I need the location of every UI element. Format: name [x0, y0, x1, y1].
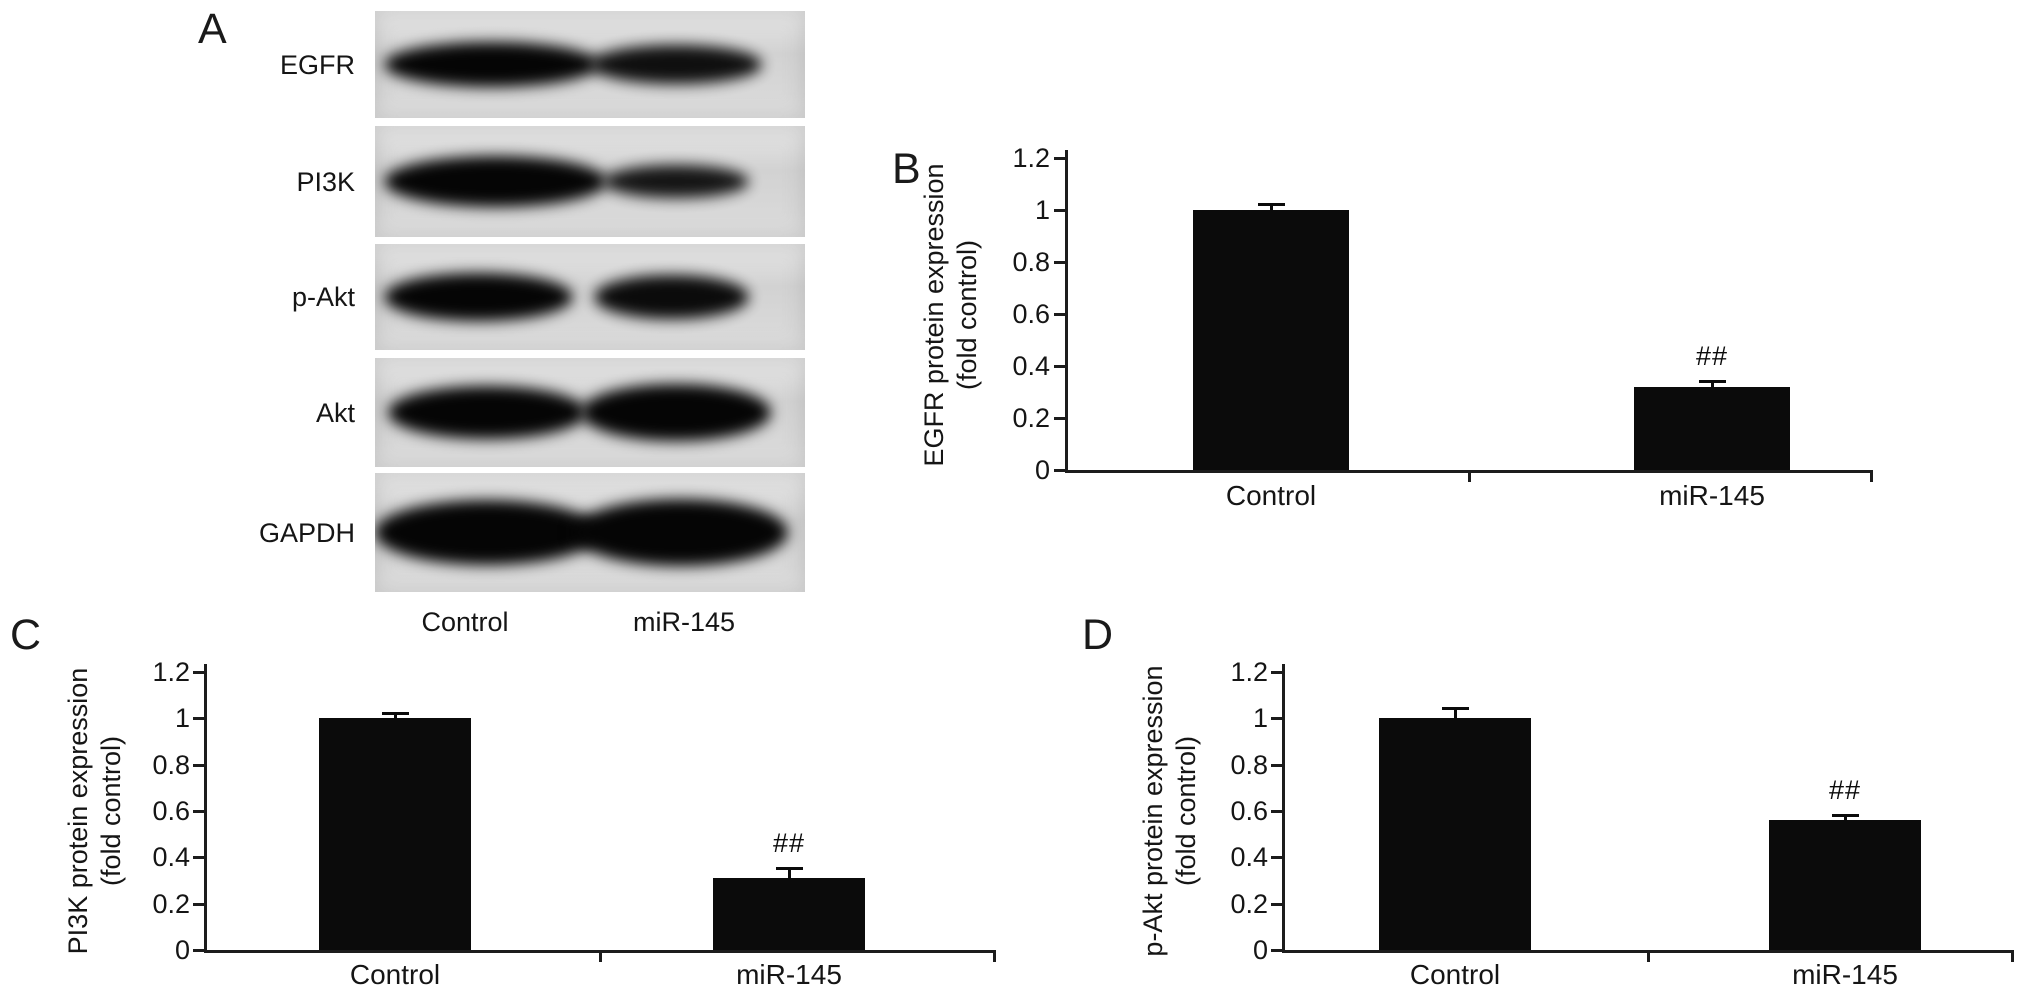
blot-strip-egfr — [375, 11, 805, 118]
blot-band-mir-145 — [594, 274, 750, 320]
chart-d-y-axis-title: p-Akt protein expression (fold control) — [1137, 665, 1203, 956]
panel-a-label: A — [198, 5, 227, 53]
blot-band-mir-145 — [581, 384, 771, 441]
blot-protein-label-p-akt: p-Akt — [291, 282, 355, 312]
blot-protein-label-akt: Akt — [315, 397, 355, 428]
blot-band-control — [383, 155, 608, 208]
panel-b-label: B — [892, 145, 921, 193]
panel-d-label: D — [1082, 611, 1114, 659]
y-axis-title-line-1: PI3K protein expression — [63, 667, 93, 955]
blot-protein-label-egfr: EGFR — [279, 49, 355, 80]
blot-band-control — [383, 272, 573, 322]
lane-label-mir-145: miR-145 — [632, 607, 736, 637]
blot-band-mir-145 — [572, 499, 788, 566]
blot-protein-label-gapdh: GAPDH — [258, 517, 355, 548]
y-axis-title-line-2: (fold control) — [952, 239, 982, 391]
blot-protein-label-pi3k: PI3K — [296, 166, 355, 197]
blot-band-mir-145 — [602, 164, 750, 199]
lane-label-control: Control — [421, 607, 509, 637]
y-axis-title-line-1: p-Akt protein expression — [1138, 665, 1168, 957]
blot-strip-akt — [375, 358, 805, 467]
blot-band-mir-145 — [590, 45, 762, 84]
y-axis-title-line-2: (fold control) — [1171, 735, 1201, 887]
y-axis-title-line-1: EGFR protein expression — [919, 163, 949, 467]
blot-band-control — [375, 500, 599, 565]
chart-b-y-axis-title: EGFR protein expression (fold control) — [918, 163, 984, 466]
panel-c-label: C — [10, 611, 42, 659]
blot-strip-p-akt — [375, 244, 805, 350]
blot-band-control — [387, 386, 586, 439]
blot-strip-pi3k — [375, 126, 805, 237]
blot-strip-gapdh — [375, 473, 805, 592]
chart-c-y-axis-title: PI3K protein expression (fold control) — [62, 668, 128, 955]
y-axis-title-line-2: (fold control) — [96, 735, 126, 887]
blot-band-control — [383, 42, 599, 87]
